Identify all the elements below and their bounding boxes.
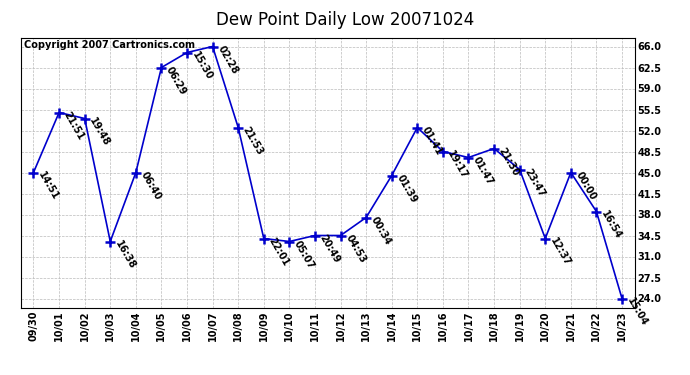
Text: 01:39: 01:39 bbox=[395, 173, 419, 205]
Text: Copyright 2007 Cartronics.com: Copyright 2007 Cartronics.com bbox=[23, 40, 195, 50]
Text: 19:48: 19:48 bbox=[88, 116, 112, 148]
Text: 21:30: 21:30 bbox=[497, 146, 521, 178]
Text: 16:54: 16:54 bbox=[599, 209, 623, 241]
Text: 01:41: 01:41 bbox=[420, 125, 444, 157]
Text: 14:51: 14:51 bbox=[37, 170, 61, 202]
Text: 05:07: 05:07 bbox=[292, 239, 316, 271]
Text: 06:29: 06:29 bbox=[164, 65, 188, 97]
Text: 12:37: 12:37 bbox=[548, 236, 572, 268]
Text: 20:49: 20:49 bbox=[317, 233, 342, 265]
Text: 21:53: 21:53 bbox=[241, 125, 265, 157]
Text: 21:51: 21:51 bbox=[62, 110, 86, 142]
Text: 04:53: 04:53 bbox=[344, 233, 368, 265]
Text: 00:34: 00:34 bbox=[369, 215, 393, 247]
Text: 19:17: 19:17 bbox=[446, 149, 470, 181]
Text: 15:04: 15:04 bbox=[624, 296, 649, 328]
Text: 02:28: 02:28 bbox=[215, 44, 239, 76]
Text: 16:38: 16:38 bbox=[113, 239, 137, 271]
Text: 15:30: 15:30 bbox=[190, 50, 214, 82]
Text: Dew Point Daily Low 20071024: Dew Point Daily Low 20071024 bbox=[216, 11, 474, 29]
Text: 01:47: 01:47 bbox=[471, 155, 495, 187]
Text: 00:00: 00:00 bbox=[573, 170, 598, 202]
Text: 22:01: 22:01 bbox=[266, 236, 290, 268]
Text: 06:40: 06:40 bbox=[139, 170, 163, 202]
Text: 23:47: 23:47 bbox=[522, 167, 546, 199]
